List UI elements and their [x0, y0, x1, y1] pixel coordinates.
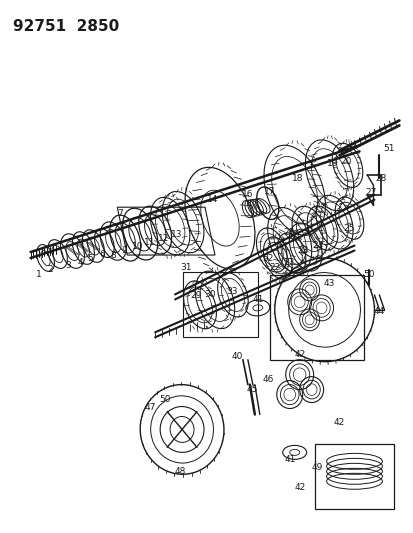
Text: 23: 23: [282, 257, 294, 266]
Bar: [314, 445, 394, 509]
Text: 13: 13: [171, 230, 183, 239]
Text: 31: 31: [180, 263, 191, 272]
Text: 22: 22: [268, 263, 280, 272]
Text: 6: 6: [99, 249, 105, 259]
Text: 10: 10: [131, 241, 142, 251]
Bar: [183, 272, 257, 337]
Text: 47: 47: [144, 403, 156, 412]
Text: 42: 42: [293, 350, 304, 359]
Text: 21: 21: [282, 228, 294, 237]
Text: 92751  2850: 92751 2850: [13, 19, 119, 34]
Text: 5: 5: [87, 254, 93, 263]
Text: 28: 28: [375, 174, 386, 183]
Bar: [269, 275, 363, 360]
Text: 7: 7: [117, 209, 123, 217]
Text: 49: 49: [311, 463, 323, 472]
Text: 48: 48: [174, 467, 185, 476]
Text: 27: 27: [365, 188, 376, 197]
Text: 11: 11: [144, 238, 156, 247]
Text: 41: 41: [284, 455, 296, 464]
Text: 16: 16: [242, 190, 253, 199]
Text: 33: 33: [225, 287, 237, 296]
Text: 43: 43: [323, 279, 335, 288]
Text: 25: 25: [343, 224, 354, 232]
Text: 24: 24: [311, 240, 323, 249]
Text: 46: 46: [261, 375, 273, 384]
Text: 44: 44: [373, 308, 384, 317]
Text: 20: 20: [340, 157, 351, 166]
Text: 9: 9: [121, 246, 127, 255]
Text: 41: 41: [252, 295, 263, 304]
Text: 40: 40: [230, 352, 242, 361]
Text: 29: 29: [190, 292, 201, 301]
Text: 8: 8: [110, 251, 116, 260]
Text: 1: 1: [36, 270, 41, 279]
Text: 30: 30: [204, 290, 215, 300]
Text: 50: 50: [159, 395, 171, 404]
Text: 23: 23: [296, 246, 308, 255]
Text: 12: 12: [157, 233, 169, 243]
Text: 3: 3: [65, 261, 71, 270]
Text: 51: 51: [383, 144, 394, 153]
Text: 50: 50: [363, 270, 374, 279]
Text: 18: 18: [291, 174, 303, 183]
Text: 52: 52: [261, 254, 273, 263]
Text: 19: 19: [326, 159, 337, 168]
Text: 42: 42: [293, 483, 304, 492]
Text: 45: 45: [246, 385, 257, 394]
Text: 14: 14: [207, 195, 218, 204]
Text: 17: 17: [263, 187, 275, 196]
Text: 42: 42: [333, 418, 344, 427]
Text: 4: 4: [77, 257, 83, 266]
Text: 2: 2: [47, 265, 53, 274]
